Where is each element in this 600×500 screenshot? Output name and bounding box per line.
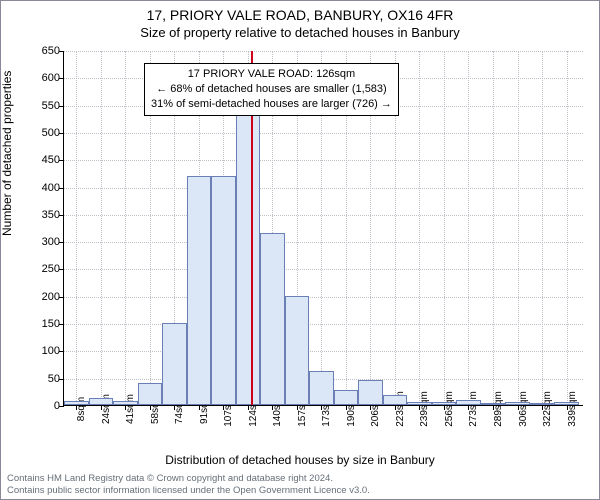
ytick-label: 450 <box>42 154 60 166</box>
histogram-bar <box>432 402 457 405</box>
histogram-bar <box>456 400 481 405</box>
gridline-vertical <box>518 51 519 405</box>
gridline-horizontal <box>64 351 583 352</box>
histogram-bar <box>383 395 408 405</box>
gridline-vertical <box>567 51 568 405</box>
histogram-bar <box>113 401 138 405</box>
gridline-horizontal <box>64 51 583 52</box>
ytick-label: 400 <box>42 182 60 194</box>
ytick-label: 350 <box>42 209 60 221</box>
annotation-box: 17 PRIORY VALE ROAD: 126sqm ← 68% of det… <box>144 63 399 116</box>
footer-attribution: Contains HM Land Registry data © Crown c… <box>7 473 370 497</box>
gridline-horizontal <box>64 188 583 189</box>
ytick-label: 100 <box>42 345 60 357</box>
histogram-bar <box>187 176 212 405</box>
histogram-bar <box>334 390 359 405</box>
histogram-bar <box>162 323 187 405</box>
annotation-line-2: ← 68% of detached houses are smaller (1,… <box>151 82 392 97</box>
histogram-bar <box>236 72 261 405</box>
histogram-bar <box>530 403 555 405</box>
xtick-label: 273sqm <box>468 391 479 427</box>
histogram-bar <box>481 403 506 405</box>
ytick-label: 50 <box>48 373 60 385</box>
ytick-label: 650 <box>42 45 60 57</box>
x-axis-label: Distribution of detached houses by size … <box>1 453 599 467</box>
chart-subtitle: Size of property relative to detached ho… <box>1 25 599 40</box>
gridline-vertical <box>419 51 420 405</box>
xtick-label: 41sqm <box>125 394 136 424</box>
xtick-label: 306sqm <box>518 391 529 427</box>
gridline-horizontal <box>64 297 583 298</box>
histogram-bar <box>285 296 310 405</box>
histogram-bar <box>358 380 383 405</box>
ytick-label: 300 <box>42 236 60 248</box>
chart-container: 17, PRIORY VALE ROAD, BANBURY, OX16 4FR … <box>0 0 600 500</box>
ytick-label: 500 <box>42 127 60 139</box>
ytick-label: 550 <box>42 100 60 112</box>
ytick-label: 250 <box>42 263 60 275</box>
ytick-label: 0 <box>54 400 60 412</box>
histogram-bar <box>89 398 114 405</box>
xtick-label: 339sqm <box>567 391 578 427</box>
annotation-line-1: 17 PRIORY VALE ROAD: 126sqm <box>151 67 392 82</box>
xtick-label: 239sqm <box>419 391 430 427</box>
plot-area: 0501001502002503003504004505005506006508… <box>63 51 583 406</box>
gridline-vertical <box>468 51 469 405</box>
histogram-bar <box>260 233 285 405</box>
gridline-vertical <box>76 51 77 405</box>
gridline-vertical <box>101 51 102 405</box>
ytick-label: 200 <box>42 291 60 303</box>
gridline-horizontal <box>64 324 583 325</box>
gridline-horizontal <box>64 242 583 243</box>
footer-line-1: Contains HM Land Registry data © Crown c… <box>7 473 370 485</box>
gridline-horizontal <box>64 160 583 161</box>
xtick-label: 256sqm <box>444 391 455 427</box>
gridline-vertical <box>542 51 543 405</box>
histogram-bar <box>407 402 432 405</box>
histogram-bar <box>505 402 530 405</box>
gridline-vertical <box>493 51 494 405</box>
histogram-bar <box>64 401 89 405</box>
gridline-horizontal <box>64 269 583 270</box>
histogram-bar <box>138 383 163 405</box>
histogram-bar <box>309 371 334 405</box>
xtick-label: 289sqm <box>493 391 504 427</box>
gridline-horizontal <box>64 215 583 216</box>
ytick-label: 600 <box>42 72 60 84</box>
gridline-horizontal <box>64 133 583 134</box>
footer-line-2: Contains public sector information licen… <box>7 485 370 497</box>
xtick-label: 322sqm <box>542 391 553 427</box>
gridline-vertical <box>444 51 445 405</box>
histogram-bar <box>211 176 236 405</box>
histogram-bar <box>554 402 579 405</box>
y-axis-label: Number of detached properties <box>0 71 14 236</box>
ytick-label: 150 <box>42 318 60 330</box>
gridline-vertical <box>125 51 126 405</box>
chart-title: 17, PRIORY VALE ROAD, BANBURY, OX16 4FR <box>1 7 599 23</box>
annotation-line-3: 31% of semi-detached houses are larger (… <box>151 97 392 112</box>
